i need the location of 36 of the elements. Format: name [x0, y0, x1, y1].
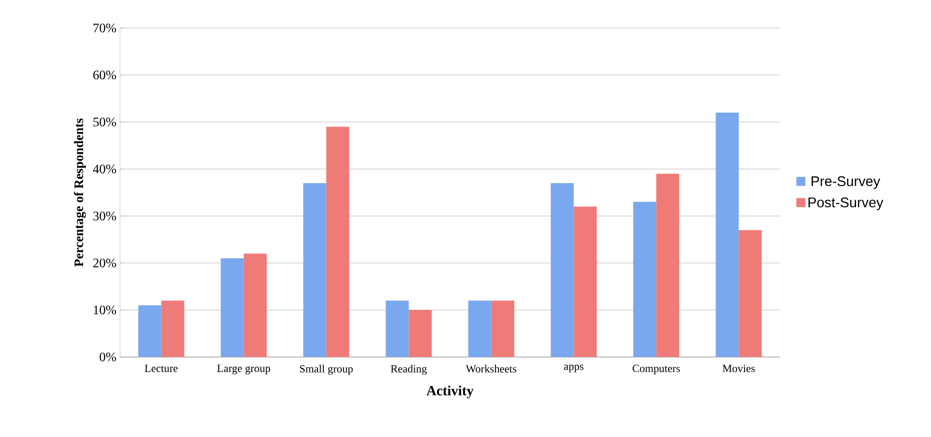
y-tick-label: 40%: [92, 164, 116, 174]
y-tick-label: 30%: [93, 212, 116, 220]
bar: [303, 183, 326, 357]
bar: [633, 202, 656, 357]
y-tick-label: 0%: [100, 352, 116, 362]
bar: [138, 305, 162, 357]
y-axis-title: Percentage of Respondents: [74, 118, 86, 267]
y-tick-label: 50%: [93, 118, 116, 126]
y-tick-label: 70%: [94, 24, 116, 32]
bar: [491, 300, 514, 357]
bar: [468, 300, 492, 357]
bar: [244, 254, 267, 357]
x-tick-label: Small group: [300, 364, 353, 375]
y-tick-label: 60%: [93, 70, 116, 80]
x-tick-label: apps: [564, 364, 584, 372]
x-tick-label: Movies: [722, 364, 755, 372]
x-tick-label: Worksheets: [466, 364, 516, 373]
bar: [738, 230, 762, 357]
x-tick-label: Computers: [632, 364, 680, 374]
y-tick-label: 10%: [94, 306, 116, 314]
x-tick-label: Lecture: [144, 364, 178, 372]
x-tick-label: Reading: [390, 364, 427, 375]
bar: [656, 174, 680, 357]
bar: [716, 112, 739, 357]
bar: [408, 310, 432, 357]
bar: [550, 183, 574, 357]
y-tick-label: 20%: [93, 258, 116, 268]
legend-label: Post-Survey: [808, 197, 884, 210]
bar: [574, 206, 597, 357]
bar: [220, 258, 244, 357]
bar: [386, 300, 409, 357]
x-axis-title: Activity: [426, 386, 474, 398]
legend-label: Pre-Survey: [812, 176, 880, 189]
x-tick-label: Large group: [217, 364, 270, 374]
bar: [161, 300, 184, 357]
bar: [326, 126, 350, 357]
